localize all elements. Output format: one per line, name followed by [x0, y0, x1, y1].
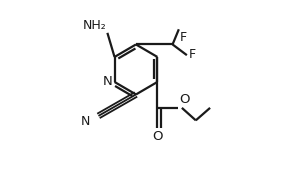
Text: F: F — [180, 31, 187, 44]
Text: F: F — [188, 48, 196, 61]
Text: NH₂: NH₂ — [83, 19, 107, 32]
Text: N: N — [81, 115, 90, 128]
Text: O: O — [152, 130, 163, 143]
Text: O: O — [179, 93, 189, 106]
Text: N: N — [103, 75, 112, 88]
